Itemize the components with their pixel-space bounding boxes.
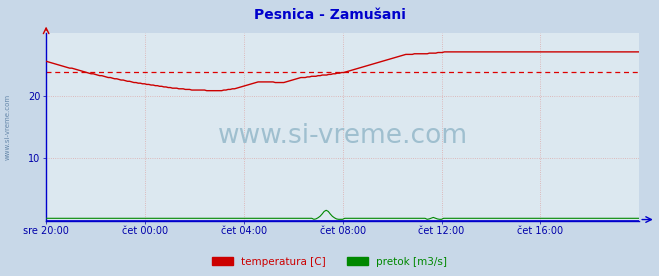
Legend: temperatura [C], pretok [m3/s]: temperatura [C], pretok [m3/s] [208, 253, 451, 271]
Text: www.si-vreme.com: www.si-vreme.com [5, 94, 11, 160]
Text: Pesnica - Zamušani: Pesnica - Zamušani [254, 8, 405, 22]
Text: www.si-vreme.com: www.si-vreme.com [217, 123, 468, 149]
